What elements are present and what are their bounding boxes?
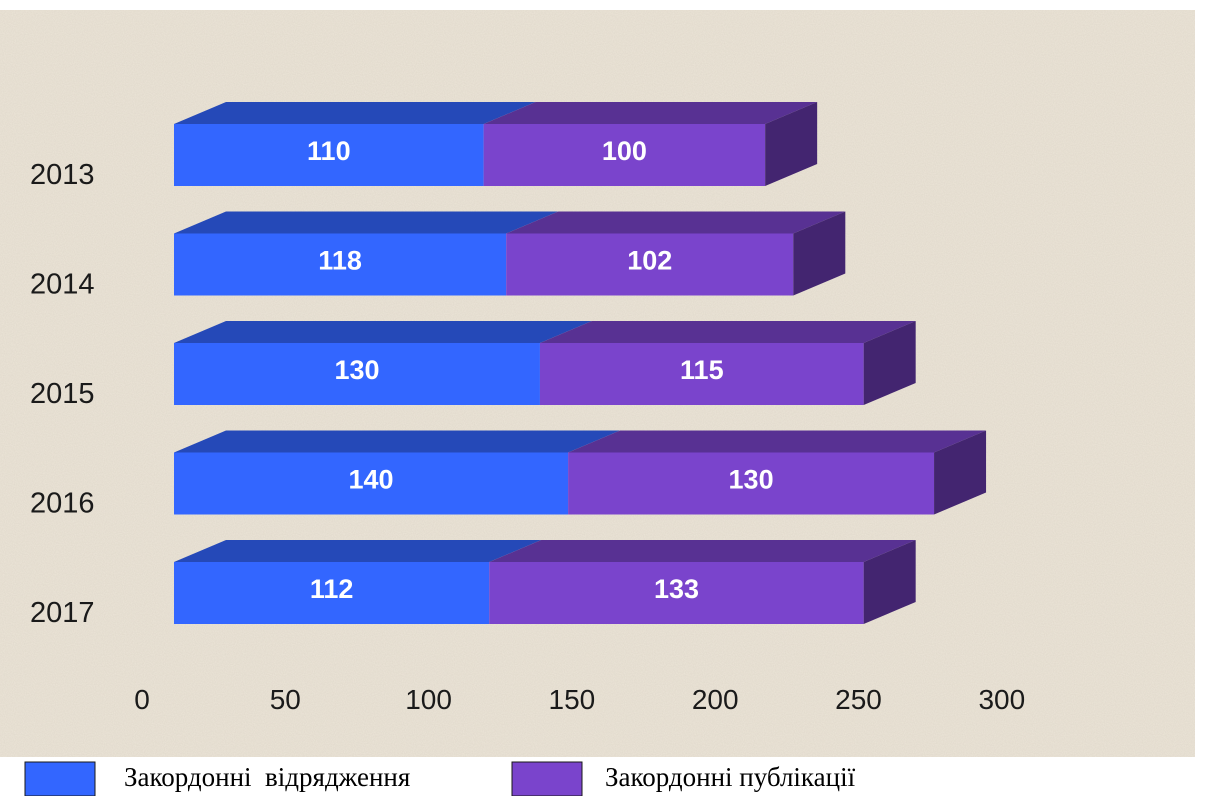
bar-2016-s1 bbox=[568, 452, 935, 515]
bar-top-2013-s0 bbox=[174, 102, 536, 124]
y-tick-label-2014: 2014 bbox=[30, 269, 95, 301]
y-tick-label-2017: 2017 bbox=[30, 597, 95, 629]
bar-2013-s1 bbox=[483, 124, 766, 186]
x-tick-label-250: 250 bbox=[835, 684, 882, 715]
data-label-2013-s0: 110 bbox=[307, 136, 351, 166]
bar-top-2016-s1 bbox=[568, 430, 987, 453]
x-tick-label-200: 200 bbox=[692, 684, 739, 715]
bar-2015-s0 bbox=[174, 343, 540, 405]
bar-2017-s1 bbox=[489, 562, 864, 624]
bar-top-2017-s1 bbox=[489, 540, 916, 562]
x-tick-label-50: 50 bbox=[270, 684, 301, 715]
bar-top-2014-s1 bbox=[506, 211, 846, 234]
x-tick-label-300: 300 bbox=[978, 684, 1025, 715]
bar-top-2017-s0 bbox=[174, 540, 542, 562]
x-tick-label-150: 150 bbox=[549, 684, 596, 715]
bar-top-2015-s1 bbox=[539, 321, 916, 343]
x-tick-label-0: 0 bbox=[134, 684, 150, 715]
data-label-2015-s0: 130 bbox=[334, 355, 379, 385]
bar-2013-s0 bbox=[174, 124, 484, 186]
bar-2014-s1 bbox=[506, 233, 794, 296]
data-label-2017-s1: 133 bbox=[654, 574, 699, 604]
bar-2015-s1 bbox=[539, 343, 864, 405]
data-label-2016-s1: 130 bbox=[729, 465, 774, 495]
data-label-2014-s0: 118 bbox=[318, 246, 362, 276]
data-label-2014-s1: 102 bbox=[627, 246, 672, 276]
data-label-2016-s0: 140 bbox=[349, 465, 394, 495]
legend-label-0: Закордонні відрядження bbox=[124, 762, 410, 792]
bar-side-2013 bbox=[765, 102, 818, 186]
bar-side-2016 bbox=[934, 430, 987, 515]
bar-2017-s0 bbox=[174, 562, 490, 624]
bar-side-2017 bbox=[863, 540, 916, 624]
bar-side-2015 bbox=[863, 321, 916, 405]
x-tick-label-100: 100 bbox=[405, 684, 452, 715]
data-label-2015-s1: 115 bbox=[680, 355, 724, 385]
y-tick-label-2016: 2016 bbox=[30, 488, 95, 520]
bar-2014-s0 bbox=[174, 233, 507, 296]
bar-2016-s0 bbox=[174, 452, 569, 515]
legend-swatch-1 bbox=[511, 761, 583, 797]
bar-top-2014-s0 bbox=[174, 211, 559, 234]
y-tick-label-2013: 2013 bbox=[30, 159, 95, 191]
data-label-2017-s0: 112 bbox=[310, 574, 354, 604]
data-label-2013-s1: 100 bbox=[602, 136, 647, 166]
legend-swatch-0 bbox=[24, 761, 96, 797]
bar-top-2015-s0 bbox=[174, 321, 592, 343]
bar-top-2016-s0 bbox=[174, 430, 621, 453]
bar-top-2013-s1 bbox=[483, 102, 818, 124]
legend-label-1: Закордонні публікації bbox=[605, 762, 856, 792]
y-tick-label-2015: 2015 bbox=[30, 378, 95, 410]
bar-side-2014 bbox=[793, 211, 846, 296]
